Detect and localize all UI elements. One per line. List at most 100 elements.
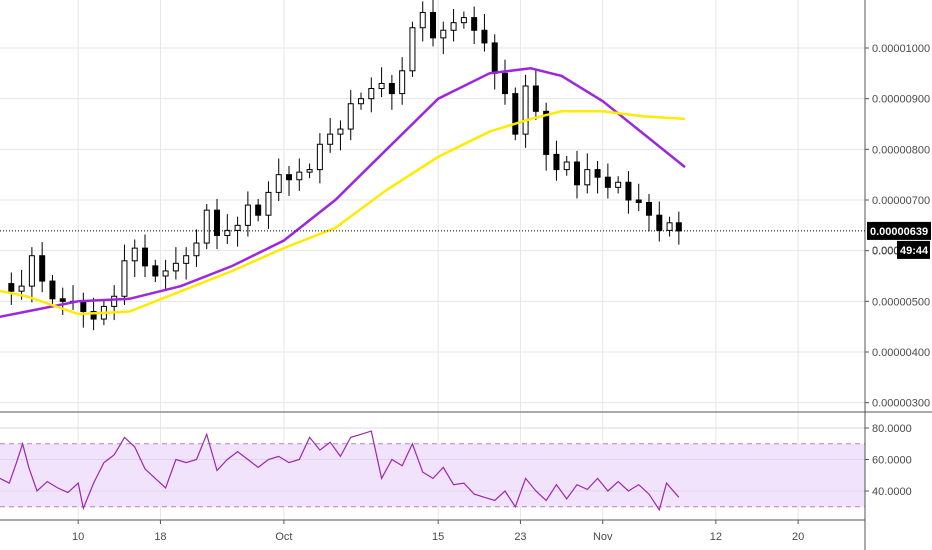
time-axis[interactable]: 10 18 Oct 15 23 Nov 12 20 (72, 520, 804, 543)
candle-body (152, 265, 159, 277)
time-tick-label: 23 (514, 531, 526, 543)
rsi-tick-label: 40.0000 (872, 486, 912, 498)
time-tick-label: 12 (710, 531, 722, 543)
candle-body (594, 169, 601, 178)
candle-body (388, 82, 395, 95)
candle-body (265, 191, 272, 216)
candles (8, 0, 682, 331)
candle-body (543, 110, 550, 155)
ma-line-0 (0, 67, 686, 319)
candle-body (80, 300, 87, 312)
time-tick-label: 15 (432, 531, 444, 543)
candle-body (255, 204, 262, 216)
price-tick-label: 0.00000700 (872, 195, 930, 207)
time-tick-label: 18 (154, 531, 166, 543)
candle-body (172, 262, 179, 272)
candle-body (275, 174, 282, 193)
candle-body (419, 12, 426, 29)
countdown-badge (897, 240, 930, 259)
candle-body (615, 181, 622, 188)
candle-body (430, 12, 437, 39)
candle-body (378, 82, 385, 90)
candle-body (625, 181, 632, 201)
candle-body (604, 176, 611, 188)
time-tick-label: 20 (792, 531, 804, 543)
candle-body (131, 247, 138, 262)
rsi-band-fill (0, 443, 865, 507)
candle-body (666, 222, 673, 231)
price-tick-label: 0.00000300 (872, 398, 930, 410)
rsi-line (0, 430, 680, 512)
candle-body (28, 255, 35, 287)
last-price-badge (867, 221, 931, 240)
candle-body (337, 128, 344, 135)
candle-body (399, 70, 406, 95)
candle-body (306, 169, 313, 173)
rsi-tick-label: 80.0000 (872, 423, 912, 435)
rsi-axis[interactable]: 80.0000 60.0000 40.0000 (865, 423, 912, 498)
candle-body (358, 98, 365, 105)
candle-body (512, 93, 519, 135)
candle-body (471, 17, 478, 31)
candle-body (584, 169, 591, 186)
candle-body (296, 171, 303, 181)
candle-body (224, 229, 231, 236)
candle-body (675, 222, 682, 232)
candle-body (491, 42, 498, 74)
candle-body (286, 174, 293, 181)
candle-body (162, 270, 169, 277)
rsi-tick-label: 60.0000 (872, 455, 912, 467)
candle-body (563, 161, 570, 171)
candle-body (409, 27, 416, 72)
candle-body (234, 224, 241, 231)
candle-body (440, 29, 447, 39)
time-tick-label: Nov (593, 531, 613, 543)
candle-body (327, 133, 334, 145)
time-tick-label: 10 (72, 531, 84, 543)
candle-body (646, 202, 653, 216)
candle-body (214, 209, 221, 236)
candle-body (635, 199, 642, 204)
candle-body (368, 88, 375, 100)
ma-line-1 (0, 110, 686, 316)
candle-body (532, 85, 539, 112)
candle-body (49, 280, 56, 300)
candle-body (522, 85, 529, 135)
candle-body (316, 143, 323, 171)
time-tick-label: Oct (275, 531, 292, 543)
candle-body (244, 204, 251, 226)
rsi-series-0 (0, 430, 680, 512)
candle-body (121, 260, 128, 297)
price-tick-label: 0.00001000 (872, 43, 930, 55)
price-axis[interactable]: 0.00001000 0.00000900 0.00000800 0.00000700… (865, 43, 930, 410)
candle-body (193, 242, 200, 257)
candle-body (8, 283, 15, 292)
price-tick-label: 0.00000500 (872, 296, 930, 308)
candle-body (553, 153, 560, 171)
candle-body (59, 298, 66, 302)
last-price-label: 0.00000639 (870, 226, 928, 238)
candle-body (203, 209, 210, 244)
moving-averages (0, 67, 686, 319)
candle-body (481, 29, 488, 44)
candle-body (574, 161, 581, 186)
candle-body (39, 255, 46, 282)
candle-body (450, 22, 457, 31)
candle-body (460, 17, 467, 24)
candle-body (142, 247, 149, 267)
price-tick-label: 0.00000800 (872, 144, 930, 156)
rsi-band (0, 427, 865, 508)
countdown-label: 49:44 (900, 245, 929, 257)
candle-body (347, 103, 354, 130)
candle-body (18, 285, 25, 292)
price-tick-label: 0.00000400 (872, 347, 930, 359)
grid-lines (0, 0, 865, 520)
candle-body (90, 310, 97, 320)
candle-body (183, 255, 190, 264)
candle-body (502, 72, 509, 95)
candle-body (656, 214, 663, 231)
price-tick-label: 0.00000900 (872, 94, 930, 106)
